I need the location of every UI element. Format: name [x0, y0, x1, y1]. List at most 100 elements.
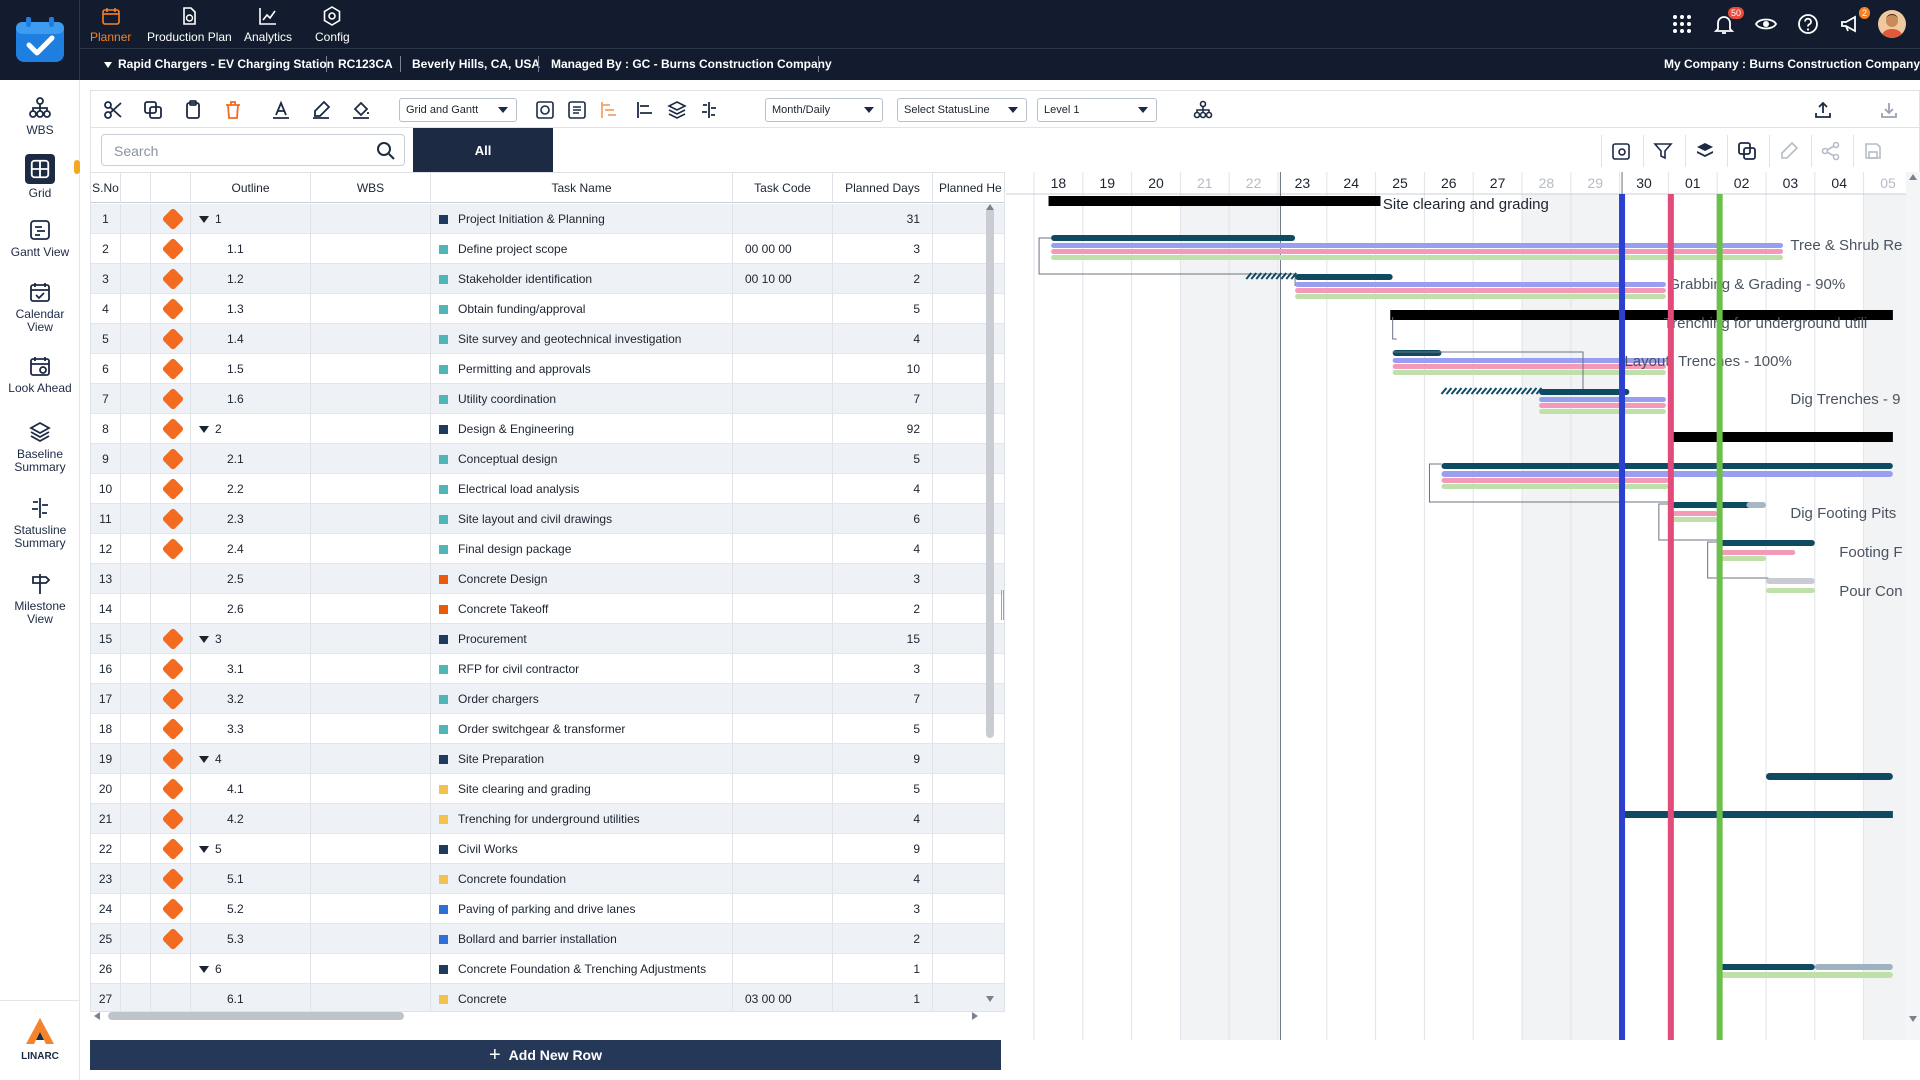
- cell-planned-days[interactable]: 9: [833, 834, 933, 864]
- cell-task-code[interactable]: [733, 594, 833, 624]
- save-button[interactable]: [1853, 135, 1891, 167]
- cell-outline[interactable]: 2.3: [191, 504, 311, 534]
- user-avatar[interactable]: [1878, 10, 1906, 38]
- cell-wbs[interactable]: [311, 234, 431, 264]
- cell-task-code[interactable]: [733, 684, 833, 714]
- cell-task-name[interactable]: Bollard and barrier installation: [431, 924, 733, 954]
- download-button[interactable]: [1879, 100, 1899, 120]
- sidebar-item-wbs[interactable]: WBS: [0, 96, 80, 137]
- cell-task-code[interactable]: [733, 324, 833, 354]
- cell-task-name[interactable]: Project Initiation & Planning: [431, 204, 733, 234]
- cell-milestone[interactable]: [151, 324, 191, 354]
- cell-milestone[interactable]: [151, 444, 191, 474]
- table-row[interactable]: 7 1.6 Utility coordination 7: [91, 384, 1004, 414]
- cell-planned-days[interactable]: 5: [833, 444, 933, 474]
- cell-task-name[interactable]: Trenching for underground utilities: [431, 804, 733, 834]
- table-row[interactable]: 16 3.1 RFP for civil contractor 3: [91, 654, 1004, 684]
- cell-wbs[interactable]: [311, 204, 431, 234]
- cell-planned-days[interactable]: 31: [833, 204, 933, 234]
- cell-outline[interactable]: 4: [191, 744, 311, 774]
- cell-task-code[interactable]: [733, 294, 833, 324]
- sidebar-item-milestone-view[interactable]: Milestone View: [0, 572, 80, 626]
- cell-planned-days[interactable]: 6: [833, 504, 933, 534]
- cell-wbs[interactable]: [311, 324, 431, 354]
- cell-task-name[interactable]: Site survey and geotechnical investigati…: [431, 324, 733, 354]
- cell-task-name[interactable]: Order switchgear & transformer: [431, 714, 733, 744]
- duplicate-button[interactable]: [1727, 135, 1765, 167]
- cell-task-name[interactable]: Electrical load analysis: [431, 474, 733, 504]
- timescale-select[interactable]: Month/Daily: [765, 98, 883, 122]
- sidebar-item-look-ahead[interactable]: Look Ahead: [0, 354, 80, 395]
- cell-wbs[interactable]: [311, 564, 431, 594]
- cell-wbs[interactable]: [311, 444, 431, 474]
- statusline-select[interactable]: Select StatusLine: [897, 98, 1027, 122]
- table-row[interactable]: 9 2.1 Conceptual design 5: [91, 444, 1004, 474]
- cell-outline[interactable]: 3.3: [191, 714, 311, 744]
- scroll-left-icon[interactable]: [94, 1012, 100, 1020]
- layers-button[interactable]: [1685, 135, 1723, 167]
- cell-task-code[interactable]: [733, 564, 833, 594]
- text-color-button[interactable]: [271, 100, 291, 120]
- notes-button[interactable]: [567, 100, 587, 120]
- cell-planned-hours[interactable]: [933, 234, 1004, 264]
- cell-task-name[interactable]: Concrete Takeoff: [431, 594, 733, 624]
- cell-outline[interactable]: 1.4: [191, 324, 311, 354]
- level-select[interactable]: Level 1: [1037, 98, 1157, 122]
- cell-planned-days[interactable]: 5: [833, 294, 933, 324]
- cell-planned-days[interactable]: 15: [833, 624, 933, 654]
- highlight-button[interactable]: [311, 100, 331, 120]
- cell-task-name[interactable]: Order chargers: [431, 684, 733, 714]
- cell-milestone[interactable]: [151, 594, 191, 624]
- cell-planned-hours[interactable]: [933, 534, 1004, 564]
- cell-task-name[interactable]: Permitting and approvals: [431, 354, 733, 384]
- cell-planned-hours[interactable]: [933, 624, 1004, 654]
- table-row[interactable]: 10 2.2 Electrical load analysis 4: [91, 474, 1004, 504]
- table-row[interactable]: 12 2.4 Final design package 4: [91, 534, 1004, 564]
- cell-task-name[interactable]: Concrete: [431, 984, 733, 1011]
- cell-planned-hours[interactable]: [933, 324, 1004, 354]
- cell-planned-hours[interactable]: [933, 474, 1004, 504]
- cell-planned-days[interactable]: 3: [833, 234, 933, 264]
- cell-wbs[interactable]: [311, 654, 431, 684]
- cell-planned-days[interactable]: 4: [833, 534, 933, 564]
- table-row[interactable]: 19 4 Site Preparation 9: [91, 744, 1004, 774]
- cell-task-code[interactable]: [733, 774, 833, 804]
- cell-outline[interactable]: 1.1: [191, 234, 311, 264]
- table-row[interactable]: 14 2.6 Concrete Takeoff 2: [91, 594, 1004, 624]
- cell-milestone[interactable]: [151, 804, 191, 834]
- cell-task-code[interactable]: [733, 744, 833, 774]
- table-row[interactable]: 2 1.1 Define project scope 00 00 00 3: [91, 234, 1004, 264]
- cell-task-code[interactable]: [733, 534, 833, 564]
- cell-outline[interactable]: 2: [191, 414, 311, 444]
- cell-task-code[interactable]: [733, 894, 833, 924]
- cell-task-code[interactable]: [733, 444, 833, 474]
- cell-planned-hours[interactable]: [933, 414, 1004, 444]
- cell-planned-days[interactable]: 4: [833, 804, 933, 834]
- cell-task-code[interactable]: [733, 654, 833, 684]
- cell-milestone[interactable]: [151, 654, 191, 684]
- cell-wbs[interactable]: [311, 924, 431, 954]
- apps-grid-button[interactable]: [1668, 10, 1696, 38]
- expand-caret-icon[interactable]: [199, 755, 209, 763]
- cell-outline[interactable]: 3.2: [191, 684, 311, 714]
- grid-vertical-scrollbar[interactable]: [986, 208, 994, 738]
- cell-task-name[interactable]: Design & Engineering: [431, 414, 733, 444]
- delete-button[interactable]: [223, 100, 243, 120]
- cell-outline[interactable]: 3: [191, 624, 311, 654]
- cell-outline[interactable]: 1.6: [191, 384, 311, 414]
- grid-horizontal-scrollbar[interactable]: [108, 1012, 404, 1020]
- col-header-planned-days[interactable]: Planned Days: [833, 173, 933, 203]
- cell-task-code[interactable]: [733, 834, 833, 864]
- table-row[interactable]: 4 1.3 Obtain funding/approval 5: [91, 294, 1004, 324]
- align-button[interactable]: [635, 100, 655, 120]
- cell-milestone[interactable]: [151, 624, 191, 654]
- cell-planned-hours[interactable]: [933, 654, 1004, 684]
- announcements-button[interactable]: 2: [1836, 7, 1870, 38]
- cell-outline[interactable]: 5.1: [191, 864, 311, 894]
- cell-task-code[interactable]: 00 10 00: [733, 264, 833, 294]
- copy-button[interactable]: [143, 100, 163, 120]
- sidebar-item-gantt-view[interactable]: Gantt View: [0, 218, 80, 259]
- cell-planned-hours[interactable]: [933, 354, 1004, 384]
- cell-wbs[interactable]: [311, 534, 431, 564]
- table-row[interactable]: 18 3.3 Order switchgear & transformer 5: [91, 714, 1004, 744]
